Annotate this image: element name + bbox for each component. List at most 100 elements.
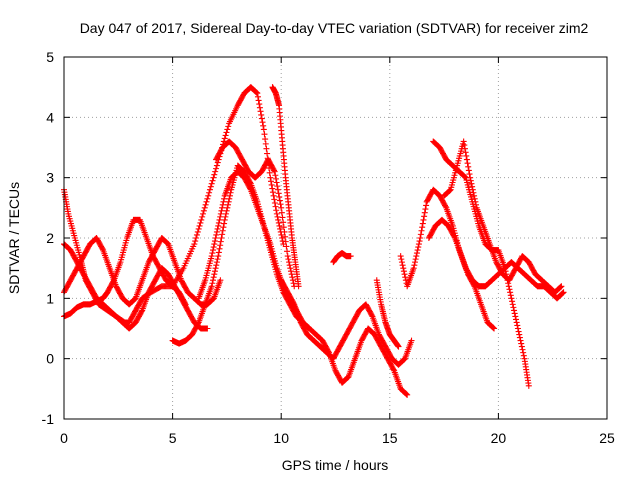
data-point	[275, 190, 282, 197]
data-point	[227, 189, 234, 196]
x-tick-label: 20	[491, 430, 507, 446]
data-point	[264, 150, 271, 157]
data-point	[224, 201, 231, 208]
data-point	[272, 175, 279, 182]
data-point	[219, 201, 226, 208]
y-tick-label: 5	[46, 49, 54, 65]
data-point	[218, 207, 225, 214]
data-point	[274, 183, 281, 190]
data-point	[204, 325, 211, 332]
data-point	[131, 296, 138, 303]
data-point	[400, 265, 407, 272]
data-point	[217, 238, 224, 245]
data-point	[212, 235, 219, 241]
data-point	[254, 90, 261, 97]
data-point	[290, 300, 297, 307]
data-point	[451, 233, 458, 240]
data-point	[202, 201, 209, 208]
data-point	[419, 220, 426, 227]
data-point	[254, 93, 261, 100]
data-point	[225, 123, 232, 130]
data-point	[258, 115, 265, 122]
data-point	[411, 262, 418, 269]
data-point	[489, 324, 496, 331]
data-point	[221, 135, 228, 142]
y-tick-label: 4	[46, 109, 54, 125]
series-trace-4	[61, 235, 224, 308]
data-point	[557, 283, 564, 290]
series-trace-10	[330, 250, 354, 266]
data-point	[222, 132, 229, 139]
data-point	[559, 290, 566, 297]
y-tick-label: 0	[46, 351, 54, 367]
series-trace-3	[61, 216, 189, 320]
data-point	[191, 241, 198, 248]
data-point	[212, 168, 219, 175]
x-tick-label: 5	[169, 430, 177, 446]
data-point	[253, 88, 260, 95]
data-point	[295, 283, 302, 290]
data-point	[395, 343, 402, 350]
x-tick-label: 25	[599, 430, 615, 446]
data-point	[247, 185, 254, 192]
data-point	[421, 209, 428, 216]
data-point	[211, 271, 218, 278]
data-point	[258, 111, 265, 118]
data-point	[182, 301, 189, 308]
data-point	[398, 256, 405, 263]
data-point	[213, 262, 220, 269]
data-point	[205, 192, 212, 199]
data-point	[419, 224, 426, 231]
data-point	[192, 238, 199, 245]
data-point	[400, 268, 407, 275]
data-point	[207, 183, 214, 190]
data-point	[517, 337, 524, 344]
data-point	[204, 195, 211, 202]
data-point	[210, 244, 217, 251]
data-point	[214, 256, 221, 263]
data-point	[404, 391, 411, 398]
data-point	[305, 324, 312, 331]
data-point	[368, 312, 375, 319]
data-point	[208, 253, 215, 260]
data-point	[306, 325, 313, 332]
data-point	[206, 186, 213, 193]
chart-title: Day 047 of 2017, Sidereal Day-to-day VTE…	[80, 20, 589, 36]
data-point	[217, 242, 224, 249]
data-point	[415, 241, 422, 248]
data-point	[275, 216, 282, 223]
data-point	[263, 145, 270, 152]
data-point	[390, 366, 397, 373]
data-point	[201, 204, 208, 211]
data-point	[271, 196, 278, 203]
data-point	[502, 268, 509, 275]
data-point	[462, 149, 469, 156]
data-point	[465, 163, 472, 170]
data-point	[509, 301, 516, 308]
data-point	[163, 239, 170, 246]
data-point	[224, 204, 231, 211]
data-point	[417, 235, 424, 241]
data-point	[560, 289, 567, 296]
axis-layer: 0 5 10 15 20 25 -1 0 1 2 3 4 5	[42, 49, 615, 446]
data-point	[514, 322, 521, 329]
data-point	[206, 189, 213, 196]
data-point	[214, 225, 221, 232]
data-point	[213, 259, 220, 266]
data-point	[213, 231, 220, 238]
data-point	[211, 268, 218, 275]
data-point	[461, 145, 468, 152]
data-point	[220, 224, 227, 231]
data-point	[471, 195, 478, 202]
data-point	[217, 210, 224, 217]
data-point	[279, 235, 286, 241]
data-point	[269, 185, 276, 192]
data-point	[513, 319, 520, 326]
data-point	[397, 253, 404, 260]
data-point	[274, 213, 281, 220]
data-point	[399, 262, 406, 269]
x-tick-label: 10	[273, 430, 289, 446]
data-point	[276, 193, 283, 200]
data-point	[256, 101, 263, 108]
